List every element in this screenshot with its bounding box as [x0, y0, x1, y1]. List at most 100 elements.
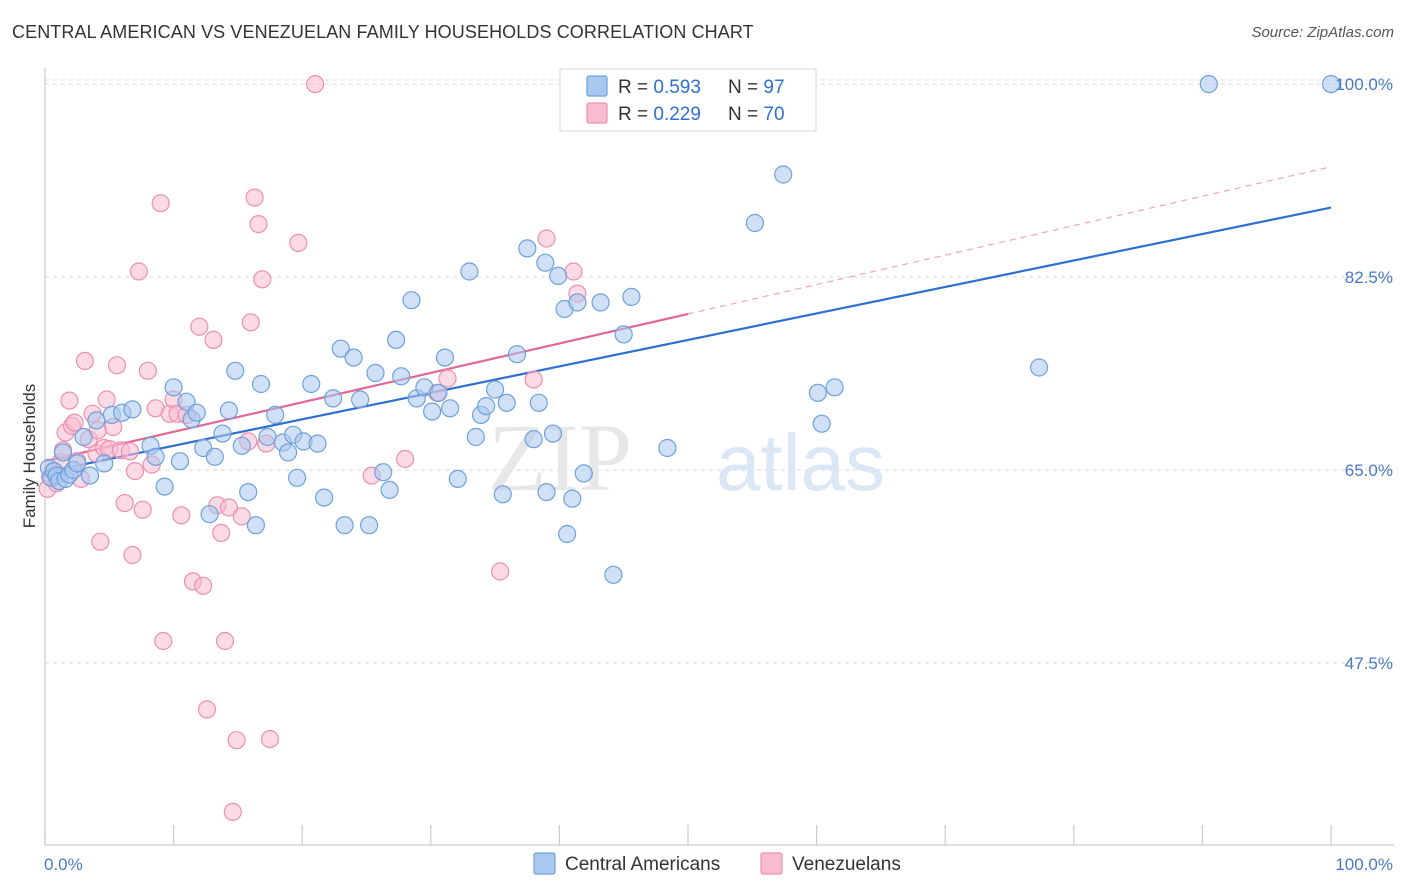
central-americans-point: [387, 330, 406, 349]
x-tick-label-min: 0.0%: [44, 855, 83, 874]
central-americans-point: [302, 374, 321, 394]
central-americans-point: [258, 427, 277, 447]
central-americans-point: [557, 524, 577, 544]
central-americans-point: [1321, 74, 1341, 94]
central-americans-point: [95, 454, 114, 473]
venezuelans-point: [223, 802, 242, 822]
central-americans-point: [402, 291, 421, 310]
watermark: ZIP atlas: [488, 404, 885, 511]
central-americans-point: [315, 488, 334, 507]
central-americans-point: [360, 516, 379, 535]
venezuelans-point: [212, 523, 231, 543]
legend-n-value: 70: [763, 104, 784, 125]
central-americans-point: [331, 339, 350, 358]
venezuelans-point: [107, 356, 127, 375]
central-americans-point: [219, 401, 238, 420]
central-americans-point: [170, 452, 190, 471]
central-americans-point: [344, 348, 363, 367]
venezuelans-point: [123, 545, 142, 565]
central-americans-point: [1199, 74, 1218, 94]
series-swatch-central-americans: [533, 852, 556, 875]
venezuelans-trend-line: [44, 312, 689, 463]
venezuelans-point: [564, 262, 583, 281]
venezuelans-point: [289, 233, 308, 252]
venezuelans-point: [190, 317, 209, 336]
central-americans-point: [335, 516, 354, 535]
series-label-venezuelans: Venezuelans: [792, 854, 901, 875]
central-americans-point: [288, 468, 307, 487]
central-americans-point: [493, 485, 512, 504]
central-americans-point: [774, 165, 793, 184]
venezuelans-point: [253, 270, 272, 289]
legend-r-label: R = 0.229: [618, 104, 701, 125]
legend-n-label: N = 97: [728, 77, 785, 98]
venezuelans-point: [75, 351, 95, 370]
central-americans-point: [477, 397, 496, 416]
series-label-central-americans: Central Americans: [565, 854, 720, 875]
central-americans-point: [448, 469, 467, 488]
central-americans-point: [466, 427, 485, 447]
central-americans-point: [622, 287, 641, 306]
central-americans-point: [366, 363, 385, 383]
central-americans-point: [324, 389, 343, 408]
central-americans-point: [239, 483, 258, 502]
central-americans-point: [87, 411, 106, 430]
central-americans-point: [232, 436, 251, 455]
venezuelans-point: [204, 330, 223, 349]
series-swatch-venezuelans: [760, 852, 783, 875]
central-americans-point: [1029, 358, 1049, 377]
source-credit: Source: ZipAtlas.com: [1251, 24, 1394, 41]
central-americans-point: [200, 505, 219, 524]
central-americans-point: [507, 345, 527, 364]
legend-r-label: R = 0.593: [618, 77, 701, 98]
central-americans-point: [146, 447, 165, 466]
central-americans-point: [187, 403, 206, 422]
correlation-legend: R = 0.593 N = 97 R = 0.229 N = 70: [559, 68, 817, 132]
y-tick-label: 47.5%: [1345, 654, 1393, 673]
central-americans-point: [246, 516, 265, 535]
central-americans-point: [308, 434, 327, 453]
legend-r-value: 0.229: [653, 104, 701, 125]
venezuelans-point: [491, 562, 510, 581]
venezuelans-point: [172, 506, 191, 525]
central-americans-point: [80, 466, 100, 485]
venezuelans-point: [65, 413, 84, 432]
watermark-zip: ZIP: [488, 404, 632, 511]
central-americans-point: [123, 400, 142, 419]
central-americans-point: [563, 489, 582, 508]
central-americans-trend-line: [44, 206, 1332, 474]
venezuelans-point: [241, 313, 260, 332]
y-tick-label: 82.5%: [1345, 268, 1393, 287]
data-points: [38, 74, 1341, 822]
series-legend: Central Americans Venezuelans: [533, 852, 901, 875]
central-americans-point: [486, 380, 505, 399]
central-americans-point: [591, 293, 610, 312]
central-americans-point: [279, 443, 298, 462]
chart-title: CENTRAL AMERICAN VS VENEZUELAN FAMILY HO…: [12, 22, 754, 42]
central-americans-point: [529, 393, 548, 412]
venezuelans-point: [154, 631, 173, 651]
central-americans-point: [74, 427, 93, 447]
venezuelans-point: [227, 731, 246, 750]
venezuelans-point: [197, 700, 217, 719]
central-americans-point: [658, 438, 677, 458]
central-americans-point: [825, 378, 844, 397]
venezuelans-point: [232, 507, 251, 526]
venezuelans-point: [524, 370, 543, 389]
y-tick-labels: 47.5% 65.0% 82.5% 100.0%: [1335, 75, 1393, 673]
legend-swatch-venezuelans: [586, 102, 608, 124]
y-axis-label: Family Households: [20, 384, 39, 529]
venezuelans-point: [396, 449, 415, 469]
central-americans-point: [392, 367, 411, 386]
y-tick-label: 100.0%: [1335, 75, 1393, 94]
venezuelans-point: [438, 369, 457, 388]
central-americans-point: [812, 414, 831, 433]
legend-swatch-central-americans: [586, 75, 608, 97]
central-americans-point: [460, 262, 479, 281]
central-americans-point: [226, 361, 245, 380]
central-americans-point: [441, 399, 460, 418]
central-americans-point: [374, 463, 393, 482]
central-americans-point: [251, 374, 271, 394]
central-americans-point: [380, 480, 399, 499]
venezuelans-point: [306, 74, 325, 94]
